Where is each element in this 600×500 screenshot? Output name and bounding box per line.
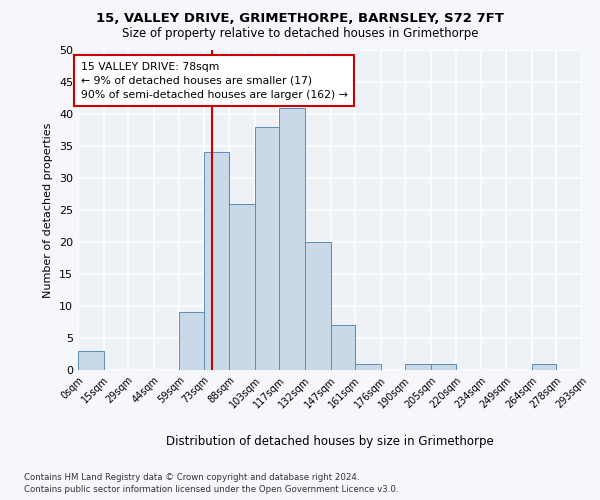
Bar <box>331 325 355 370</box>
Text: Contains HM Land Registry data © Crown copyright and database right 2024.: Contains HM Land Registry data © Crown c… <box>24 472 359 482</box>
Y-axis label: Number of detached properties: Number of detached properties <box>43 122 53 298</box>
Bar <box>305 242 331 370</box>
Bar <box>279 108 305 370</box>
Text: Distribution of detached houses by size in Grimethorpe: Distribution of detached houses by size … <box>166 435 494 448</box>
Bar <box>405 364 431 370</box>
Bar <box>431 364 457 370</box>
Bar <box>229 204 255 370</box>
Bar <box>255 127 279 370</box>
Bar <box>203 152 229 370</box>
Text: 15 VALLEY DRIVE: 78sqm
← 9% of detached houses are smaller (17)
90% of semi-deta: 15 VALLEY DRIVE: 78sqm ← 9% of detached … <box>80 62 347 100</box>
Bar <box>532 364 556 370</box>
Text: 15, VALLEY DRIVE, GRIMETHORPE, BARNSLEY, S72 7FT: 15, VALLEY DRIVE, GRIMETHORPE, BARNSLEY,… <box>96 12 504 26</box>
Bar <box>355 364 381 370</box>
Text: Contains public sector information licensed under the Open Government Licence v3: Contains public sector information licen… <box>24 485 398 494</box>
Bar <box>78 351 104 370</box>
Text: Size of property relative to detached houses in Grimethorpe: Size of property relative to detached ho… <box>122 28 478 40</box>
Bar <box>179 312 203 370</box>
